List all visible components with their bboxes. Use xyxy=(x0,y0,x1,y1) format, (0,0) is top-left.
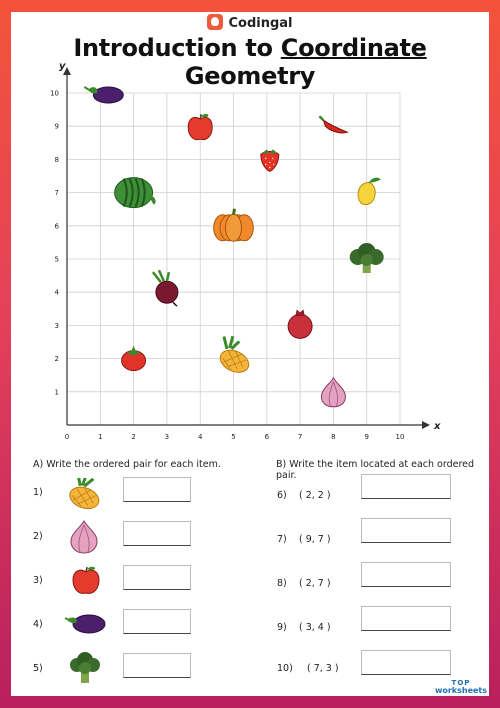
section-b-heading: B) Write the item located at each ordere… xyxy=(276,459,475,481)
x-tick-label: 7 xyxy=(298,433,302,441)
question-2-number: 2) xyxy=(33,531,43,542)
brand-name: Codingal xyxy=(228,16,293,31)
chili-icon xyxy=(318,115,349,134)
answer-box-8[interactable] xyxy=(361,562,451,587)
answer-box-6[interactable] xyxy=(361,474,451,499)
pomegranate-icon xyxy=(287,309,313,339)
strawberry-icon xyxy=(260,149,280,172)
question-6-number: 6) xyxy=(277,490,287,501)
watermelon-icon xyxy=(114,177,156,209)
section-a-heading: A) Write the ordered pair for each item. xyxy=(33,459,221,470)
question-9-pair: ( 3, 4 ) xyxy=(299,622,331,633)
broccoli-icon xyxy=(70,652,100,683)
title-underlined: Coordinate xyxy=(280,34,427,62)
question-7-number: 7) xyxy=(277,534,287,545)
question-8-number: 8) xyxy=(277,578,287,589)
y-tick-label: 6 xyxy=(55,222,60,230)
codingal-logo-icon xyxy=(207,14,224,30)
eggplant-icon xyxy=(64,614,106,634)
top-worksheets-watermark: TOP worksheets xyxy=(435,679,487,695)
y-tick-label: 2 xyxy=(55,355,59,363)
x-tick-label: 10 xyxy=(396,433,405,441)
mango-icon xyxy=(357,177,381,206)
broccoli-icon xyxy=(349,243,384,273)
question-10-number: 10) xyxy=(277,663,293,674)
title-part-1: Introduction to xyxy=(73,34,281,62)
y-tick-label: 1 xyxy=(55,388,59,396)
x-tick-label: 5 xyxy=(231,433,235,441)
pineapple-icon xyxy=(69,478,100,510)
y-tick-label: 5 xyxy=(55,256,59,264)
answer-box-2[interactable] xyxy=(123,521,191,546)
brand-header: Codingal xyxy=(11,14,489,31)
x-tick-label: 1 xyxy=(98,433,102,441)
watermark-line-2: worksheets xyxy=(434,686,487,695)
answer-box-10[interactable] xyxy=(361,650,451,675)
x-tick-label: 4 xyxy=(198,433,203,441)
answer-box-9[interactable] xyxy=(361,606,451,631)
pineapple-icon xyxy=(219,335,250,373)
question-3-number: 3) xyxy=(33,575,43,586)
answer-box-1[interactable] xyxy=(123,477,191,502)
y-tick-label: 7 xyxy=(55,189,59,197)
y-axis-label: y xyxy=(59,61,66,72)
x-tick-label: 0 xyxy=(65,433,69,441)
x-axis-label: x xyxy=(433,421,441,432)
x-tick-label: 9 xyxy=(364,433,368,441)
y-tick-label: 9 xyxy=(55,123,59,131)
x-tick-label: 3 xyxy=(165,433,169,441)
x-tick-label: 8 xyxy=(331,433,335,441)
question-10-pair: ( 7, 3 ) xyxy=(307,663,339,674)
question-4-number: 4) xyxy=(33,619,43,630)
tomato-icon xyxy=(121,345,147,372)
question-1-number: 1) xyxy=(33,487,43,498)
answer-box-5[interactable] xyxy=(123,653,191,678)
x-axis-arrow xyxy=(422,421,430,429)
eggplant-icon xyxy=(83,86,124,104)
answer-box-4[interactable] xyxy=(123,609,191,634)
answer-box-7[interactable] xyxy=(361,518,451,543)
question-7-pair: ( 9, 7 ) xyxy=(299,534,331,545)
page-title: Introduction to Coordinate Geometry xyxy=(11,34,489,90)
title-part-2: Geometry xyxy=(184,62,316,90)
beetroot-icon xyxy=(151,269,179,307)
question-9-number: 9) xyxy=(277,622,287,633)
x-tick-label: 2 xyxy=(131,433,135,441)
question-6-pair: ( 2, 2 ) xyxy=(299,490,331,501)
answer-box-3[interactable] xyxy=(123,565,191,590)
pumpkin-icon xyxy=(213,208,254,242)
worksheet: Codingal Introduction to Coordinate Geom… xyxy=(11,12,489,696)
apple-icon xyxy=(72,566,100,594)
x-tick-label: 6 xyxy=(265,433,270,441)
onion-icon xyxy=(320,376,346,408)
y-tick-label: 8 xyxy=(55,156,59,164)
y-tick-label: 3 xyxy=(55,322,59,330)
coordinate-grid: x y 0 1 2 3 4 5 6 7 8 9 10 1 2 3 4 5 6 7 8 9 10 xyxy=(50,61,441,441)
y-tick-label: 10 xyxy=(50,90,59,98)
question-5-number: 5) xyxy=(33,663,43,674)
watermark-line-1: TOP xyxy=(451,679,471,687)
question-8-pair: ( 2, 7 ) xyxy=(299,578,331,589)
y-axis-arrow xyxy=(63,67,71,75)
onion-icon xyxy=(70,519,98,554)
y-tick-label: 4 xyxy=(55,289,60,297)
apple-icon xyxy=(187,113,213,141)
